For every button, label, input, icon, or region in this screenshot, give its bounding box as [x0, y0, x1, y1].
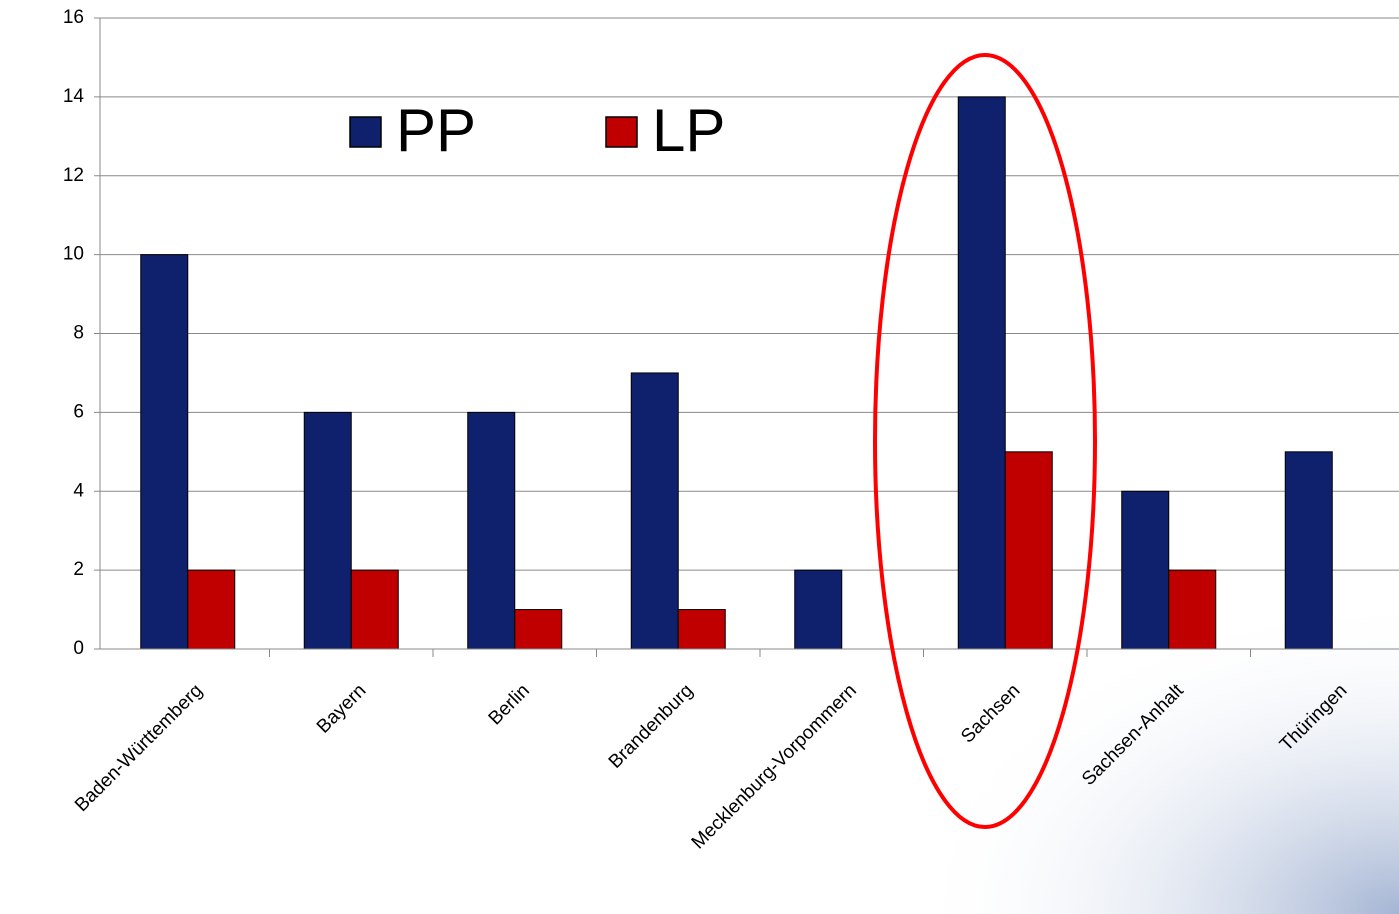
bar — [794, 569, 843, 650]
bar — [957, 96, 1006, 650]
bar — [1168, 569, 1217, 650]
y-tick-label: 8 — [73, 323, 84, 344]
bar — [187, 569, 236, 650]
legend-swatch — [605, 116, 638, 148]
bar — [1004, 451, 1053, 650]
bar — [1284, 451, 1333, 650]
y-tick-label: 14 — [63, 86, 85, 107]
bar — [350, 569, 399, 650]
legend-label: PP — [396, 97, 476, 164]
bar — [1121, 490, 1170, 650]
y-tick-label: 2 — [73, 559, 84, 580]
y-tick-label: 16 — [63, 7, 84, 28]
legend-swatch — [349, 116, 382, 148]
y-tick-label: 10 — [63, 244, 84, 265]
y-tick-label: 0 — [73, 638, 84, 659]
bar — [630, 372, 679, 650]
bar — [140, 254, 189, 650]
bar — [467, 411, 516, 650]
legend-label: LP — [652, 97, 725, 164]
bar — [677, 609, 726, 650]
bar — [514, 609, 563, 650]
bar — [303, 411, 352, 650]
y-tick-label: 6 — [73, 401, 84, 422]
y-tick-label: 4 — [73, 480, 84, 501]
y-tick-label: 12 — [63, 165, 84, 186]
highlight-ellipse — [873, 53, 1097, 829]
